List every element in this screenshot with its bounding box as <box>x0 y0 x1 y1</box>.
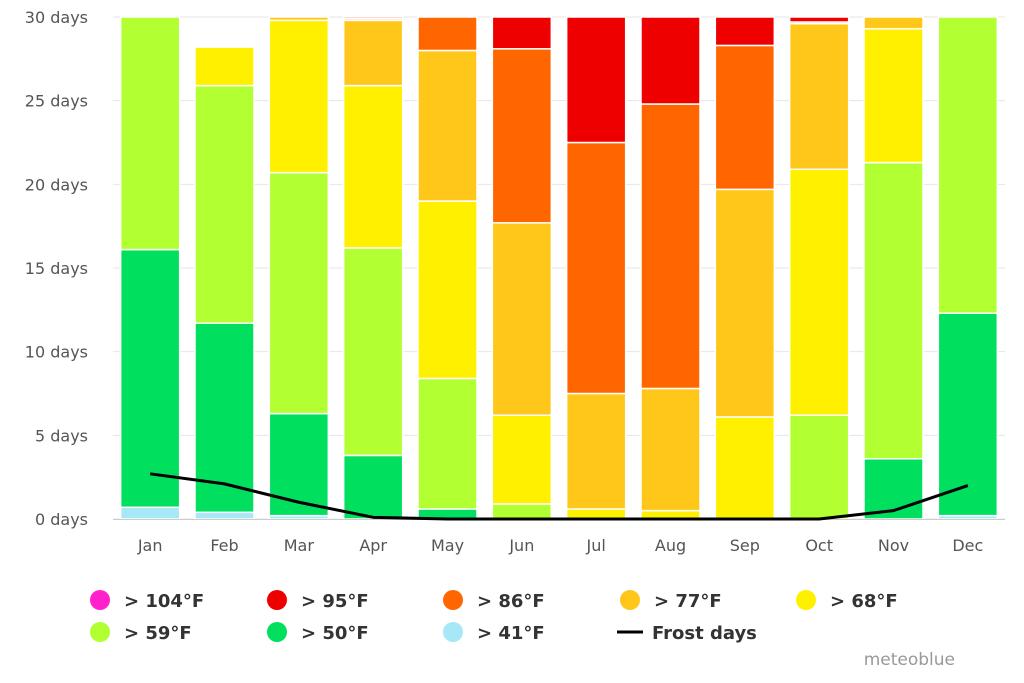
x-tick-label: Feb <box>210 536 238 555</box>
bar-segment <box>491 414 553 505</box>
legend-label: Frost days <box>652 623 757 644</box>
legend-swatch-dot <box>443 622 463 642</box>
y-tick-label: 5 days <box>35 426 88 445</box>
bar-segment <box>268 19 330 174</box>
bar-segment <box>863 27 924 164</box>
legend-swatch-dot <box>90 590 110 610</box>
legend-label: > 59°F <box>124 623 192 644</box>
legend-swatch-dot <box>267 590 287 610</box>
x-tick-label: Apr <box>359 536 387 555</box>
legend-swatch-dot <box>443 590 463 610</box>
legend-swatch-dot <box>267 622 287 642</box>
x-tick-label: Jun <box>508 536 534 555</box>
bar-segment <box>788 16 850 23</box>
frost-days-line <box>149 472 969 521</box>
bar-segment <box>342 84 404 249</box>
bar-segment <box>119 248 181 509</box>
bar-segment <box>268 16 330 22</box>
x-tick-label: Jan <box>137 536 163 555</box>
bar-segment <box>268 412 330 517</box>
legend-label: > 68°F <box>830 591 898 612</box>
x-tick-label: Jul <box>586 536 606 555</box>
bar-segment <box>194 511 255 520</box>
bar-segment <box>342 247 404 457</box>
bar-segment <box>119 16 181 251</box>
bar-segment <box>714 416 776 520</box>
x-tick-label: Nov <box>878 536 909 555</box>
bar-segment <box>268 171 330 415</box>
bar-segment <box>714 16 776 47</box>
x-tick-label: May <box>431 536 464 555</box>
legend-swatch-dot <box>90 622 110 642</box>
y-axis: 0 days 5 days 10 days 15 days 20 days 25 days… <box>25 8 88 529</box>
bar-segment <box>565 508 627 520</box>
bar-segment <box>863 16 924 30</box>
legend-label: > 41°F <box>477 623 545 644</box>
x-tick-label: Sep <box>730 536 760 555</box>
bar-segment <box>565 16 627 144</box>
bar-segment <box>565 141 627 395</box>
bar-segment <box>788 22 850 171</box>
bar-segment <box>194 84 255 324</box>
credit-text: meteoblue <box>864 650 955 670</box>
bars <box>119 16 999 520</box>
bar-segment <box>937 16 999 314</box>
legend-swatch-dot <box>796 590 816 610</box>
bar-segment <box>714 188 776 418</box>
bar-segment <box>714 44 776 191</box>
y-tick-label: 10 days <box>25 343 88 362</box>
legend-label: > 95°F <box>301 591 369 612</box>
gridlines <box>113 16 1005 520</box>
bar-segment <box>194 46 255 87</box>
x-tick-label: Dec <box>952 536 983 555</box>
bar-segment <box>491 503 553 520</box>
legend: > 104°F > 95°F > 86°F > 77°F > 68°F > 59°F > 5… <box>90 590 898 644</box>
bar-segment <box>417 16 478 52</box>
x-tick-label: Aug <box>655 536 686 555</box>
bar-segment <box>342 454 404 520</box>
y-tick-label: 25 days <box>25 92 88 111</box>
bar-segment <box>342 16 404 20</box>
legend-label: > 86°F <box>477 591 545 612</box>
bar-segment <box>640 16 701 105</box>
legend-label: > 77°F <box>654 591 722 612</box>
bar-segment <box>119 506 181 520</box>
bar-segment <box>788 168 850 417</box>
bar-segment <box>417 200 478 380</box>
bar-segment <box>491 16 553 50</box>
y-tick-label: 20 days <box>25 175 88 194</box>
bar-segment <box>342 19 404 87</box>
bar-segment <box>788 414 850 520</box>
bar-segment <box>417 377 478 510</box>
bar-segment <box>491 222 553 417</box>
legend-swatch-dot <box>620 590 640 610</box>
bar-segment <box>417 49 478 202</box>
bar-segment <box>937 312 999 517</box>
legend-label: > 50°F <box>301 623 369 644</box>
legend-label: > 104°F <box>124 591 204 612</box>
x-tick-label: Mar <box>284 536 315 555</box>
x-tick-label: Oct <box>805 536 833 555</box>
bar-segment <box>491 48 553 224</box>
y-tick-label: 15 days <box>25 259 88 278</box>
y-tick-label: 30 days <box>25 8 88 27</box>
bar-segment <box>863 161 924 460</box>
bar-segment <box>640 103 701 390</box>
y-tick-label: 0 days <box>35 510 88 529</box>
x-axis: Jan Feb Mar Apr May Jun Jul Aug Sep Oct Nov Dec <box>137 536 983 555</box>
bar-segment <box>565 392 627 510</box>
bar-segment <box>640 387 701 512</box>
